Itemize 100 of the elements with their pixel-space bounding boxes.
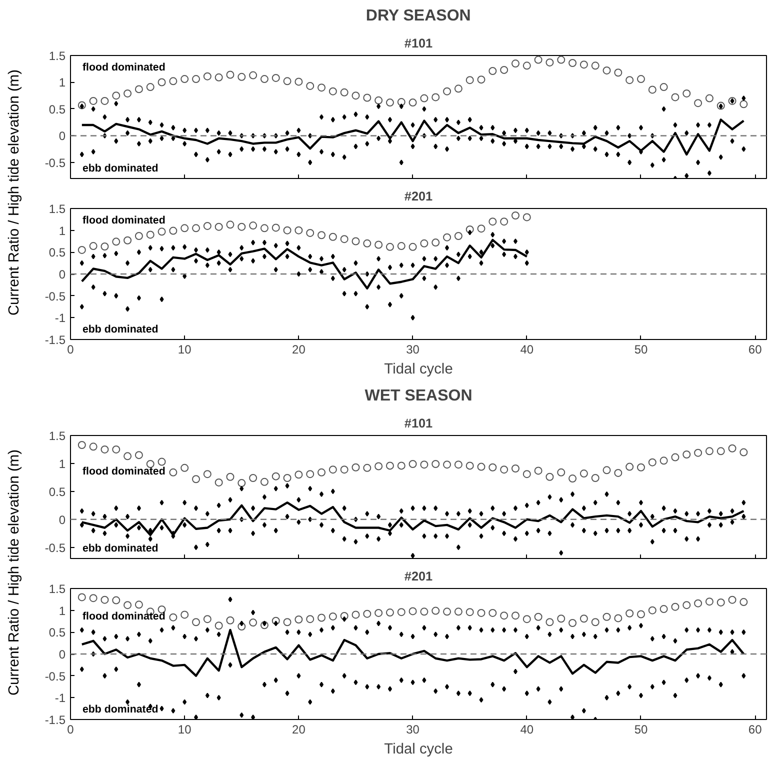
point <box>408 242 417 251</box>
point <box>546 618 554 626</box>
point <box>682 89 691 98</box>
point <box>180 75 189 84</box>
y-tick-label: 0.5 <box>48 626 66 640</box>
y-axis-title: Current Ratio / High tide elevation (m) <box>6 70 22 316</box>
chart-subtitle: #101 <box>404 416 433 430</box>
point <box>546 472 554 481</box>
chart-title: WET SEASON <box>364 388 472 404</box>
chart-title: #201 <box>404 190 433 204</box>
point <box>260 75 268 84</box>
point <box>306 615 314 624</box>
point <box>522 615 531 624</box>
point <box>397 608 406 616</box>
point <box>352 92 360 100</box>
point <box>728 596 736 604</box>
point <box>511 60 520 68</box>
point <box>203 470 212 478</box>
point <box>283 77 292 86</box>
point <box>78 101 86 110</box>
point <box>374 462 383 470</box>
point <box>488 608 497 617</box>
point <box>488 218 497 226</box>
point <box>134 600 143 609</box>
point <box>522 213 531 222</box>
point <box>78 593 86 602</box>
point <box>740 448 748 456</box>
y-tick-label: -0.5 <box>44 669 66 684</box>
point <box>386 608 394 617</box>
point <box>192 618 200 626</box>
point <box>626 462 634 471</box>
point <box>272 616 280 625</box>
point <box>466 608 474 616</box>
y-tick-label: 0.5 <box>48 484 66 499</box>
point <box>89 442 98 451</box>
point <box>112 92 120 100</box>
annotation: ebb dominated <box>82 542 158 554</box>
point <box>671 93 680 102</box>
point <box>214 73 223 82</box>
point <box>443 87 452 96</box>
point <box>124 89 132 98</box>
point <box>591 618 600 626</box>
point <box>169 613 178 622</box>
point <box>591 474 600 482</box>
point <box>100 445 109 454</box>
point <box>454 608 462 616</box>
point <box>169 468 178 476</box>
annotation: ebb dominated <box>82 324 158 336</box>
y-tick-label: 0 <box>58 268 66 282</box>
point <box>432 606 440 615</box>
y-tick-label: 1.5 <box>48 429 66 443</box>
y-tick-label: -1 <box>54 691 66 706</box>
point <box>226 220 234 229</box>
y-tick-label: -1.5 <box>44 713 66 727</box>
point <box>146 83 154 92</box>
point <box>671 453 680 462</box>
y-tick-label: 1.5 <box>48 49 66 63</box>
point <box>238 72 246 81</box>
point <box>352 463 360 472</box>
x-axis-title: Tidal cycle <box>384 362 453 378</box>
point <box>580 470 588 478</box>
x-tick-label: 60 <box>748 342 762 356</box>
point <box>454 460 462 469</box>
point <box>728 444 736 452</box>
point <box>740 100 748 108</box>
point <box>397 242 406 250</box>
point <box>432 460 440 468</box>
annotation: flood dominated <box>82 466 166 478</box>
point <box>283 618 292 626</box>
point <box>89 96 98 105</box>
x-tick-label: 40 <box>520 722 534 736</box>
point <box>318 468 326 476</box>
point <box>226 616 234 624</box>
point <box>89 594 98 602</box>
y-tick-label: 0.5 <box>48 102 66 116</box>
point <box>283 226 292 234</box>
point <box>272 224 280 232</box>
point <box>614 468 622 477</box>
point <box>306 228 314 237</box>
point <box>260 224 268 232</box>
point <box>694 599 702 608</box>
point <box>568 474 577 483</box>
point <box>294 226 303 234</box>
point <box>614 614 622 622</box>
point <box>488 67 497 75</box>
y-tick-label: 1 <box>58 456 66 471</box>
point <box>272 74 280 82</box>
point <box>660 605 668 614</box>
point <box>522 470 531 478</box>
point <box>602 612 611 621</box>
point <box>626 76 634 84</box>
chart-title: #201 <box>404 570 433 584</box>
point <box>568 619 577 627</box>
x-tick-label: 0 <box>67 722 74 736</box>
x-axis-title: Tidal cycle <box>384 742 453 758</box>
point <box>511 612 520 620</box>
point <box>534 56 542 64</box>
point <box>134 85 143 94</box>
point <box>386 98 394 107</box>
point <box>557 614 566 623</box>
